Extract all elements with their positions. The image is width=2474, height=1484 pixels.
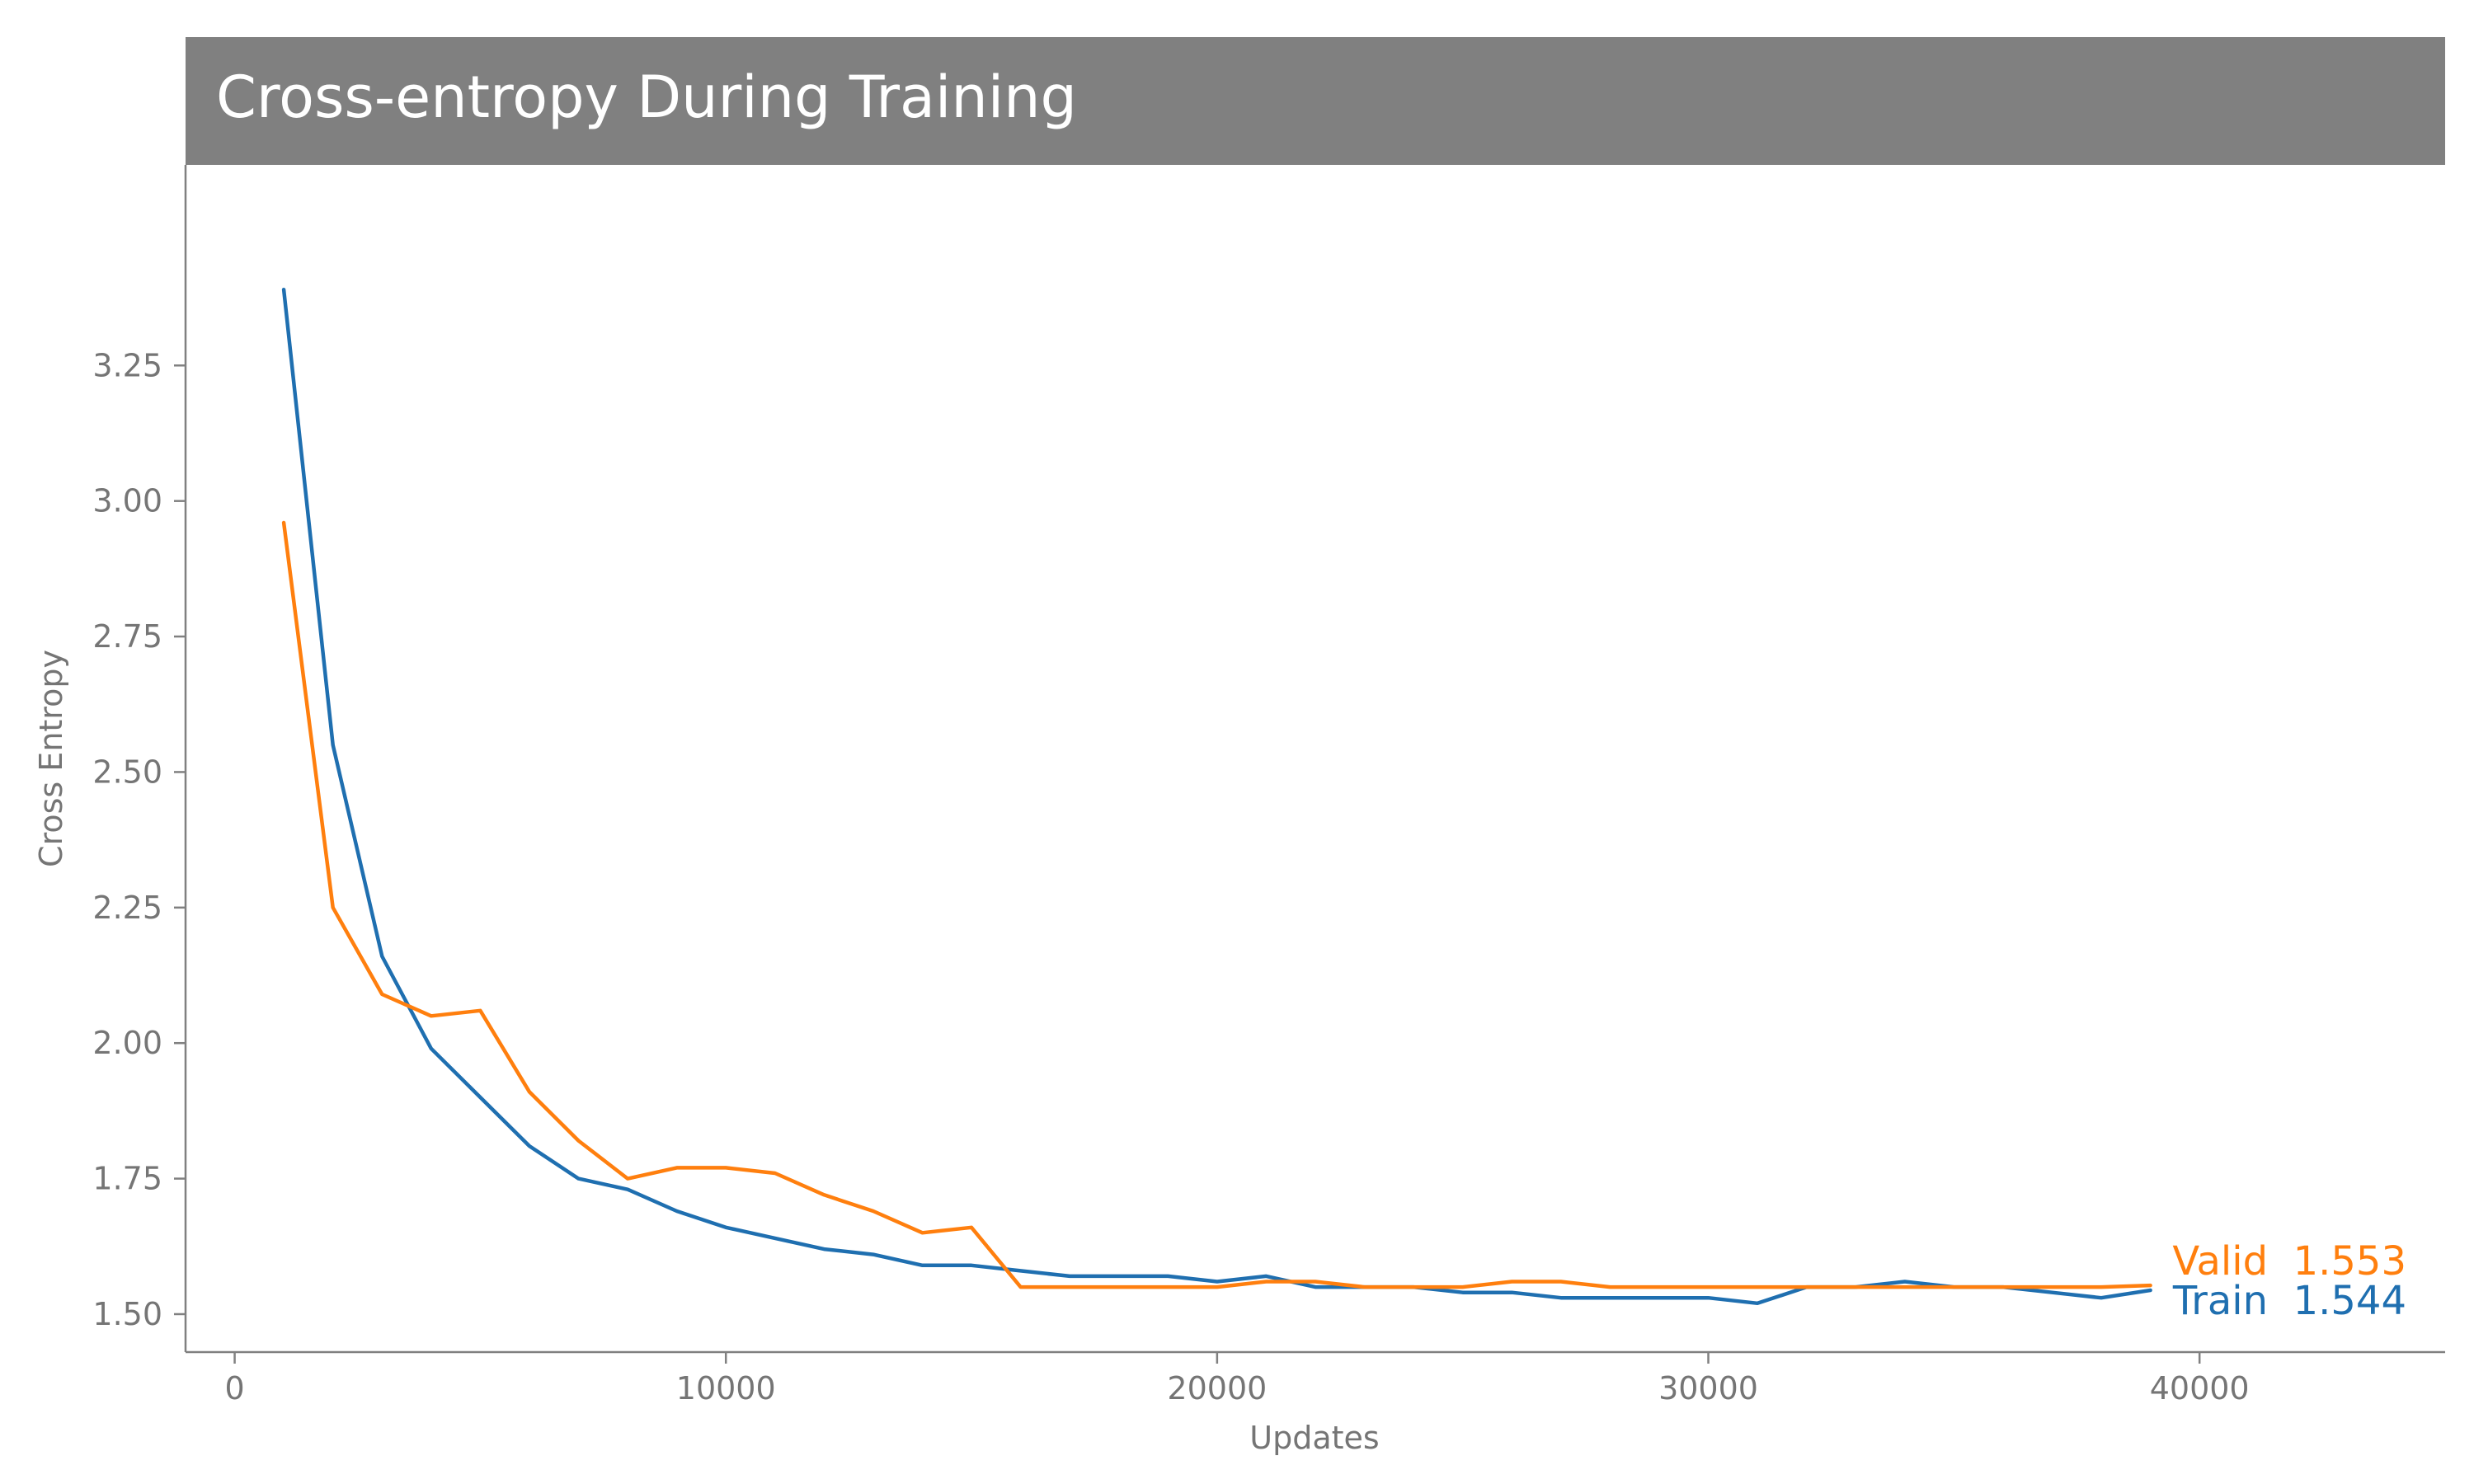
chart-title: Cross-entropy During Training — [216, 63, 1077, 131]
title-background — [186, 37, 2445, 165]
y-tick-label: 2.50 — [92, 754, 162, 790]
y-tick-label: 2.75 — [92, 618, 162, 655]
y-tick-label: 1.50 — [92, 1296, 162, 1332]
y-tick-label: 1.75 — [92, 1161, 162, 1197]
axes: 0 10000 20000 30000 40000 1.50 1.75 2.00 2.25 2.5… — [92, 165, 2445, 1407]
y-tick-label: 3.25 — [92, 347, 162, 383]
title-bar: Cross-entropy During Training — [186, 37, 2445, 165]
series-line-valid — [281, 520, 2152, 1289]
x-axis-label: Updates — [1249, 1420, 1379, 1456]
y-tick-label: 2.25 — [92, 890, 162, 926]
end-label-valid: Valid 1.553 — [2172, 1238, 2406, 1284]
end-label-train: Train 1.544 — [2172, 1278, 2406, 1324]
x-tick-label: 20000 — [1167, 1370, 1267, 1407]
y-tick-label: 2.00 — [92, 1025, 162, 1061]
plot-area — [281, 287, 2152, 1306]
y-axis-label: Cross Entropy — [33, 650, 69, 867]
x-tick-label: 40000 — [2150, 1370, 2250, 1407]
x-tick-label: 30000 — [1658, 1370, 1758, 1407]
x-tick-label: 10000 — [676, 1370, 776, 1407]
x-tick-label: 0 — [224, 1370, 244, 1407]
y-tick-label: 3.00 — [92, 483, 162, 519]
